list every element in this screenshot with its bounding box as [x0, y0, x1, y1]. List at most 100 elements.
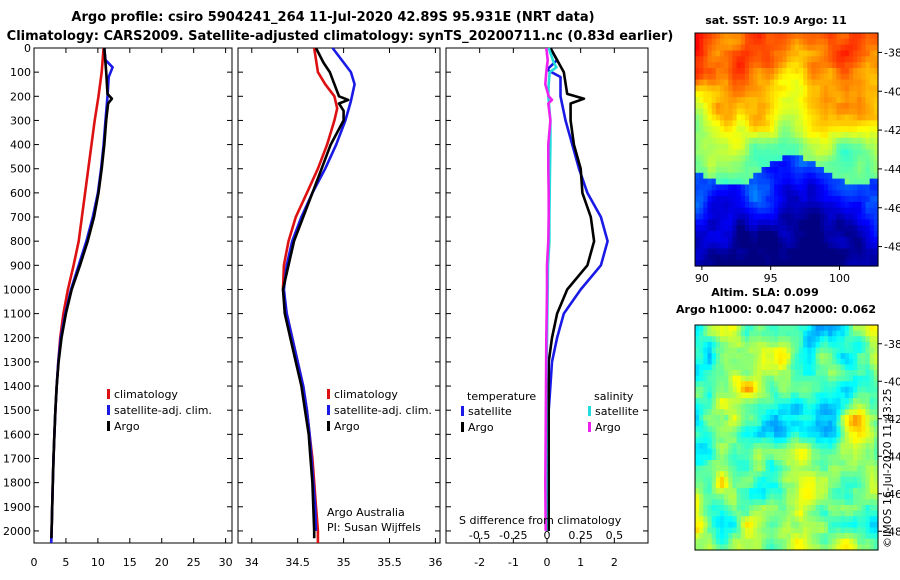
map-cell: [865, 398, 871, 405]
map-cell: [753, 184, 758, 191]
map-cell: [861, 190, 867, 197]
map-cell: [844, 178, 850, 186]
map-cell: [695, 114, 700, 121]
map-cell: [861, 381, 867, 388]
map-cell: [836, 533, 842, 540]
map-cell: [732, 353, 738, 360]
map-cell: [778, 79, 783, 87]
map-cell: [774, 381, 779, 388]
map-cell: [794, 375, 800, 382]
map-cell: [707, 225, 713, 232]
map-cell: [740, 102, 746, 110]
map-cell: [823, 465, 829, 472]
map-cell: [728, 73, 734, 81]
map-cell: [715, 493, 721, 500]
map-cell: [699, 386, 704, 394]
map-cell: [853, 236, 858, 244]
map-cell: [848, 364, 854, 371]
map-cell: [724, 398, 729, 405]
map-cell: [873, 85, 879, 92]
map-cell: [848, 166, 854, 174]
map-cell: [732, 231, 738, 238]
map-cell: [786, 375, 792, 382]
map-cell: [707, 161, 713, 168]
map-cell: [740, 403, 746, 410]
map-cell: [740, 521, 746, 529]
map-cell: [848, 544, 854, 551]
map-cell: [765, 358, 771, 365]
map-cell: [719, 505, 725, 512]
map-cell: [778, 488, 783, 495]
map-cell: [811, 409, 817, 416]
map-cell: [769, 62, 775, 69]
map-cell: [740, 178, 746, 186]
map-cell: [853, 370, 858, 377]
map-cell: [753, 330, 758, 337]
map-cell: [798, 415, 804, 422]
map-cell: [861, 353, 867, 360]
map-cell: [794, 231, 800, 238]
map-cell: [815, 178, 821, 186]
map-cell: [715, 353, 721, 360]
map-cell: [807, 465, 813, 472]
map-cell: [707, 510, 713, 517]
map-cell: [695, 33, 700, 40]
map-cell: [848, 248, 854, 255]
y-tick-label: 400: [10, 139, 31, 152]
map-cell: [869, 375, 875, 382]
map-cell: [828, 347, 833, 354]
map-x-tick-label: 95: [764, 272, 778, 285]
map-cell: [848, 149, 854, 156]
map-cell: [869, 108, 875, 116]
map-cell: [844, 50, 850, 57]
map-cell: [703, 353, 709, 360]
map-cell: [832, 254, 838, 261]
map-cell: [749, 79, 754, 87]
map-cell: [807, 248, 813, 255]
map-cell: [828, 448, 833, 455]
map-cell: [707, 126, 713, 133]
map-cell: [803, 330, 808, 337]
map-cell: [699, 260, 704, 267]
map-cell: [699, 132, 704, 139]
map-cell: [807, 126, 813, 133]
map-cell: [719, 172, 725, 180]
map-cell: [840, 120, 846, 127]
map-cell: [695, 91, 700, 98]
map-cell: [823, 364, 829, 371]
map-cell: [815, 85, 821, 92]
map-cell: [869, 398, 875, 405]
map-cell: [786, 254, 792, 261]
map-cell: [728, 392, 734, 399]
map-cell: [732, 166, 738, 174]
map-cell: [711, 488, 717, 495]
map-cell: [803, 149, 808, 156]
map-cell: [765, 201, 771, 209]
map-cell: [769, 398, 775, 405]
map-cell: [728, 437, 734, 444]
map-cell: [853, 443, 858, 450]
map-cell: [707, 44, 713, 52]
map-cell: [711, 454, 717, 461]
map-cell: [844, 73, 850, 81]
map-cell: [736, 260, 742, 267]
map-cell: [848, 207, 854, 215]
map-cell: [769, 538, 775, 545]
map-y-tick-label: -42: [884, 124, 900, 137]
map-cell: [753, 85, 758, 92]
map-cell: [749, 533, 754, 540]
map-cell: [703, 420, 709, 427]
map-cell: [699, 166, 704, 174]
map-cell: [807, 236, 813, 244]
map-cell: [740, 341, 746, 349]
map-cell: [699, 38, 704, 46]
map-cell: [703, 97, 709, 104]
map-cell: [832, 190, 838, 197]
map-cell: [861, 465, 867, 472]
map-cell: [798, 370, 804, 377]
map-cell: [740, 143, 746, 151]
map-cell: [749, 213, 754, 220]
map-cell: [732, 108, 738, 116]
map-cell: [798, 143, 804, 151]
map-cell: [807, 516, 813, 523]
